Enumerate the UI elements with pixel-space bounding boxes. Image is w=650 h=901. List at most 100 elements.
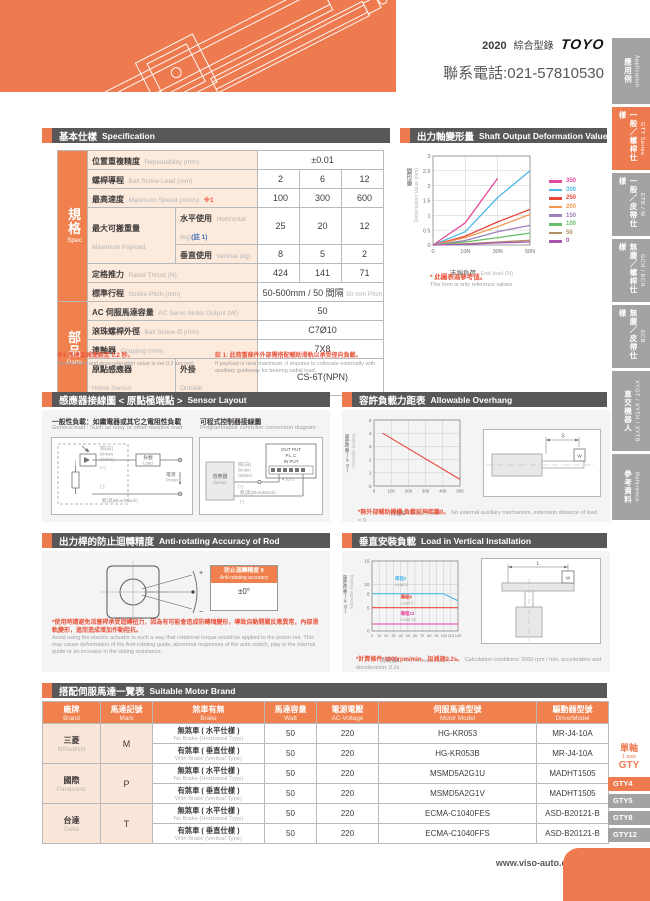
general-load-title-en: General load : Such as relay or other re… [52,425,183,431]
dim-l-label: L [537,561,540,567]
svg-text:30N: 30N [493,249,503,255]
gty-nav-series: GTY [618,759,640,771]
spec-value: 12 [341,169,384,189]
wire-brown-label: 棕(白) [238,461,252,468]
sidebar-tab-xy-robot[interactable]: 直交機器人 XYGT / XYTH / XYTB [612,371,650,451]
spec-value: 424 [257,263,300,283]
page-corner-decoration [563,848,650,901]
legend-label: 150 [566,212,577,219]
sidebar-tab-ecb[interactable]: 無塵／皮帶仕樣 ECB [612,305,650,368]
tab-label-zh: 無塵／皮帶仕樣 [618,309,638,360]
motor-header-row: 廠牌 Brand 馬達記號 Mark 煞車有無 Brake 馬達容量 Watt 電源電壓… [42,701,609,724]
tab-label-zh: 應用例 [623,58,633,84]
gty-nav-title-zh: 單軸 [619,743,638,753]
gty-nav-item-gty5[interactable]: GTY5 [608,793,650,808]
spec-value: C7Ø10 [257,320,384,340]
sensor-panel: 一般性負載：如繼電器或其它之電阻性負載 General load : Such … [42,410,330,522]
legend-label: 200 [566,204,577,211]
overhang-ylabel: 容許荷重(kg) Allowable loading [345,434,356,473]
section-header-overhang: 容許負載力距表 Allowable Overhang [342,392,607,407]
plc-diagram: 感應器 Sensor OUT PUT P.L.C IN PUT 4 3 2 1 … [199,437,323,515]
spec-value: 12 [341,207,384,245]
legend-entry: 0 [549,237,576,246]
legend-swatch [549,214,562,217]
spec-footnote-right: 註 1: 此荷重條件外部需搭配輔助滑軌以承受徑向負載。 If payload i… [215,353,376,374]
tab-label-en: XYGT / XYTH / XYTB [633,379,640,443]
section-header-motor: 搭配伺服馬達一覽表 Suitable Motor Brand [42,683,607,698]
deformation-xlabel: 末端負荷 End load (N) [450,270,513,277]
mark-cell: P [100,763,153,804]
svg-text:導程12: 導程12 [401,610,415,617]
spec-value-sub: 50 mm Pitch [346,290,383,298]
power-label-zh: 電源 [166,471,176,478]
section-marker [400,128,410,143]
tab-label-zh: 無塵／螺桿仕樣 [618,243,638,294]
section-marker [342,533,352,548]
tab-label-zh: 一般／皮帶仕樣 [618,177,638,228]
gty-nav-item-gty8[interactable]: GTY8 [608,810,650,825]
spec-value: 8 [257,244,300,264]
wire-brown-label: 棕(白) [100,445,114,452]
spec-group-spec: 規格 Spec [57,150,88,302]
svg-text:100: 100 [388,489,396,494]
overhang-chart: 0 100 200 300 400 500 0 1 2 3 4 5 [369,418,464,494]
legend-entry: 250 [549,194,576,203]
section-title-en: Suitable Motor Brand [149,685,236,696]
svg-text:1.5: 1.5 [423,199,431,205]
svg-text:0: 0 [369,484,372,490]
accuracy-box-header: 防止迴轉精度 θ Anti-rotating accuracy [211,566,277,584]
plc-label: P.L.C [286,453,298,458]
spec-table: 規格 Spec 位置重複精度 Repeatability (mm) ±0.01 … [57,150,384,396]
section-title-zh: 感應器接線圖 < 原點極端點 > [59,395,183,407]
spec-row-home-sensor: 原點感應器 Home Sensor 外掛 Outside CS-6T(NPN) [58,358,384,396]
legend-entry: 350 [549,177,576,186]
website-url: www.viso-auto.com [495,858,580,868]
spec-value: 2 [341,244,384,264]
legend-label: 300 [566,186,577,193]
svg-text:Brown: Brown [238,468,251,473]
spec-value: 600 [341,188,384,208]
spec-row-thrust: 定格推力 Rated Thrust (N) 424 141 71 [58,263,384,283]
load-w-label: W [566,576,571,581]
svg-text:1: 1 [427,213,430,219]
general-load-title-zh: 一般性負載：如繼電器或其它之電阻性負載 [52,419,182,426]
load-label-zh: 負載 [143,454,153,461]
motor-row: 有煞車 ( 垂直仕樣 ) With Brake (Vertical Type) 5… [43,823,609,844]
svg-text:Lead 6: Lead 6 [401,600,414,605]
legend-label: 100 [566,221,577,228]
minus-label: (-) [240,499,245,504]
svg-text:70: 70 [420,634,424,638]
section-header-sensor: 感應器接線圖 < 原點極端點 > Sensor Layout [42,392,330,407]
sidebar-tab-etb-m[interactable]: 一般／皮帶仕樣 ETB / M [612,173,650,236]
gty-quick-nav: 單軸 1 axis GTY GTY4 GTY5 GTY8 GTY12 [608,743,650,845]
tab-label-en: GTY Series [639,121,645,156]
tab-label-en: Application [633,54,640,88]
vertical-dimension-diagram: L W [481,558,601,644]
gty-nav-item-gty4[interactable]: GTY4 [608,776,650,791]
sidebar-tab-gch-ech[interactable]: 無塵／螺桿仕樣 GCH / ECH [612,239,650,302]
legend-swatch [549,197,562,200]
vertical-ylabel: 容許荷重(kg) Allowable loading [343,575,354,614]
spec-value: 50-500mm / 50 間隔 [262,287,344,298]
antirot-note: *使用時請避免活塞桿承受迴轉扭力，因為有可能會造成防轉塊變形，導致自動開關反應異… [52,620,319,656]
svg-text:60: 60 [413,634,417,638]
spec-value: 5 [299,244,342,264]
svg-text:Brown: Brown [100,452,113,457]
tab-label-en: GCH / ECH [639,254,645,287]
svg-text:100: 100 [441,634,447,638]
deformation-chart: 0 10N 30N 50N 0 0.5 1 1.5 2 2.5 3 [423,154,535,255]
section-header-antirot: 出力桿的防止迴轉精度 Anti-rotating Accuracy of Rod [42,533,330,548]
svg-text:4: 4 [369,431,372,437]
wire-blue-label: 藍(黑)Blue(Black) [240,489,276,496]
svg-text:導程6: 導程6 [401,593,413,600]
sidebar-tab-reference[interactable]: 參考資料 Reference [612,454,650,520]
legend-entry: 100 [549,220,576,229]
svg-text:2: 2 [369,457,372,463]
svg-text:0: 0 [373,489,376,494]
gty-nav-item-gty12[interactable]: GTY12 [608,827,650,842]
spec-value: 141 [299,263,342,283]
sidebar-tab-gty-series[interactable]: 一般／螺桿仕樣 GTY Series [612,107,650,170]
sidebar-tab-application[interactable]: 應用例 Application [612,38,650,104]
motor-row: 台達 Delta T 無煞車 ( 水平仕樣 ) No Brake (Horizont… [42,803,609,844]
spec-footnote-left: ※1 馬達加減速設定 0.2 秒。 Acceleration and deacc… [57,353,195,367]
